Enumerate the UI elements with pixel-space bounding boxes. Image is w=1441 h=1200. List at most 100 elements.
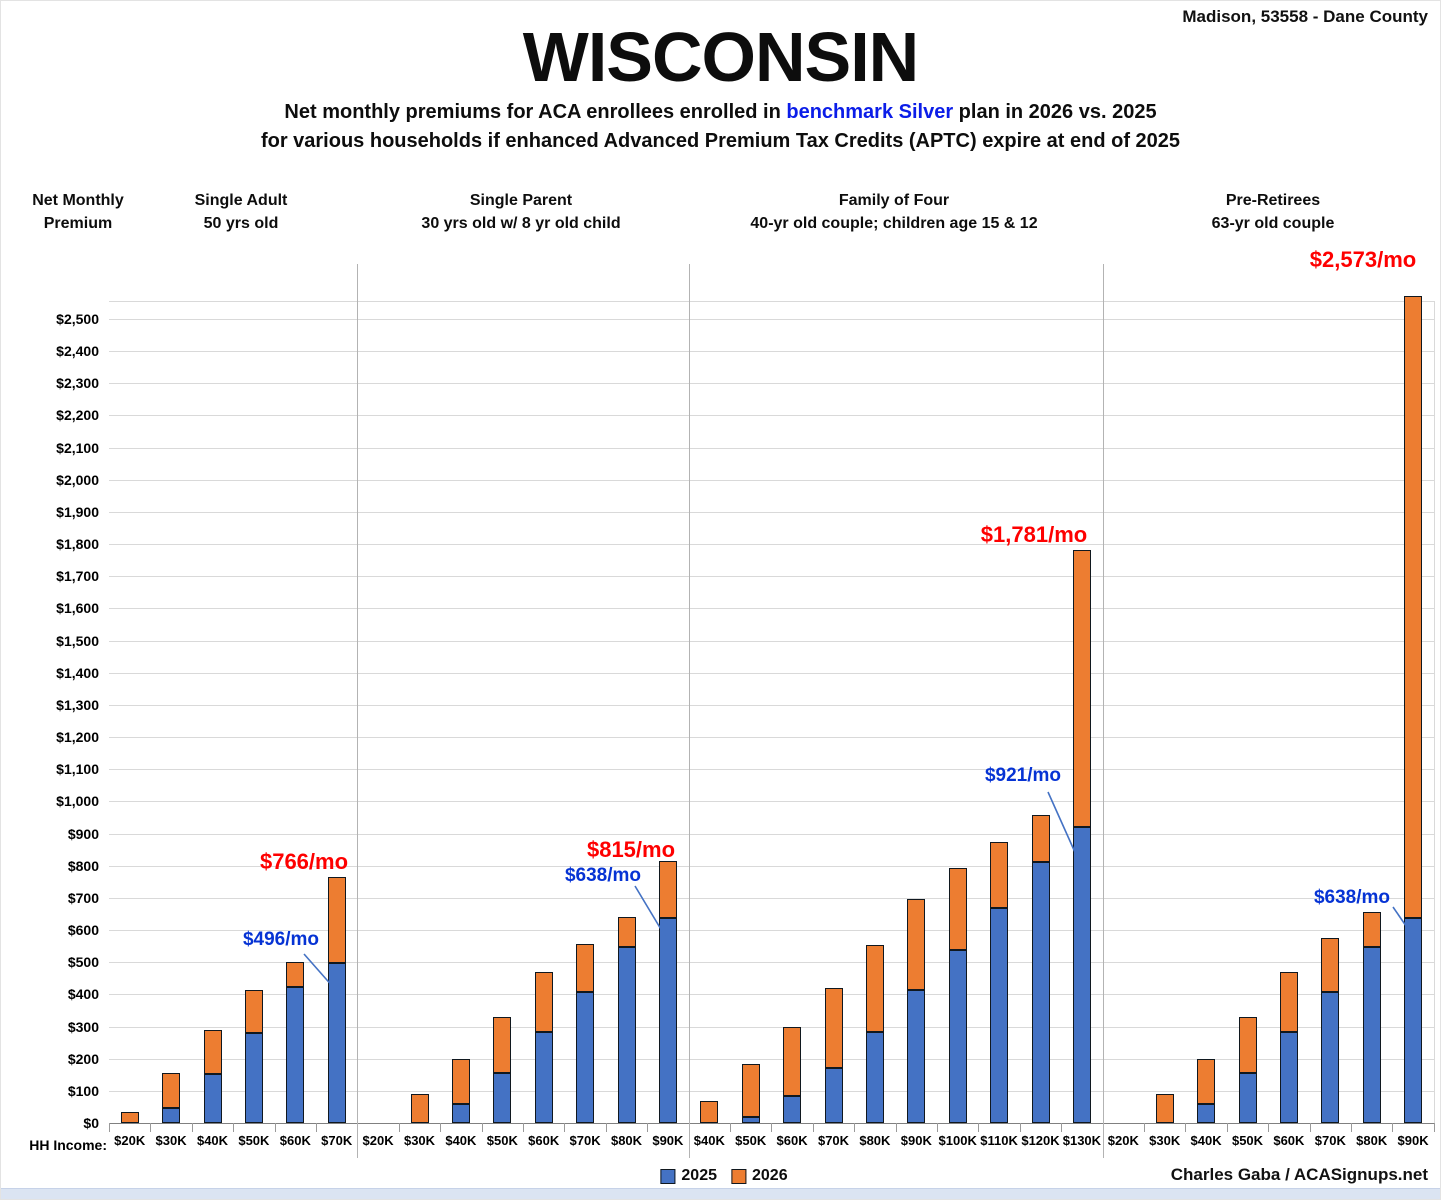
x-tick-label: $60K [528,1133,560,1148]
gridline-800 [109,865,1434,867]
bar-2025-segment [162,1107,181,1123]
bar-2026-segment [1362,911,1381,947]
location-label: Madison, 53558 - Dane County [1182,7,1428,26]
group-separator-2 [688,264,690,1158]
group-header-2: Family of Four 40-yr old couple; children… [750,189,1037,235]
bar-2025-segment [741,1117,760,1123]
axis-tick [647,1123,649,1132]
y-tick-label: $1,100 [56,761,99,778]
axis-tick [1019,1123,1021,1132]
gridline-2100 [109,447,1434,449]
gridline-1000 [109,801,1434,803]
subtitle-line2: for various households if enhanced Advan… [260,130,1181,152]
axis-tick [564,1123,566,1132]
axis-tick [978,1123,980,1132]
x-tick-label: $20K [114,1133,146,1148]
x-tick-label: $30K [1149,1133,1181,1148]
axis-tick [1061,1123,1063,1132]
x-tick-label: $40K [196,1133,229,1148]
axis-tick [1144,1123,1145,1132]
x-tick-label: $80K [1356,1133,1388,1148]
gridline-2200 [109,415,1434,417]
bar-2026-segment [658,860,677,918]
annotation-blue-1: $496/mo [242,929,320,950]
bar-2026-segment [534,971,553,1032]
y-tick-label: $300 [67,1018,99,1035]
group-title: Family of Four [838,192,950,209]
gridline-2500 [109,319,1434,320]
bar-2025-segment [244,1032,263,1123]
bar-2026-segment [907,898,926,990]
bar-2026-segment [576,944,595,992]
y-tick-label: $800 [67,857,99,874]
group-title: Single Parent [469,192,573,209]
axis-tick [274,1123,276,1132]
gridline-1100 [109,769,1434,771]
x-tick-label: $130K [1062,1133,1102,1148]
bar-2026-segment [865,945,884,1032]
x-tick-label: $20K [1107,1133,1139,1148]
gridline-700 [109,897,1434,899]
group-header-1: Single Parent 30 yrs old w/ 8 yr old chil… [421,189,620,235]
axis-tick [109,1123,110,1132]
bar-2026-segment [1197,1059,1216,1105]
annotation-red-2: $815/mo [586,837,676,862]
x-axis-title: HH Income: [29,1137,107,1153]
x-tick-label: $30K [155,1133,187,1148]
y-tick-label: $2,400 [56,343,99,360]
gridline-2400 [109,351,1434,353]
bar-2026-segment [824,987,843,1069]
y-tick-label: $700 [67,889,99,906]
x-tick-label: $80K [610,1133,643,1148]
x-tick-label: $70K [817,1133,850,1148]
x-tick-label: $60K [279,1133,311,1148]
y-tick-label: $1,400 [56,664,99,681]
annotation-red-0: $766/mo [259,849,349,874]
gridline-1800 [109,544,1434,546]
x-tick-label: $80K [859,1133,891,1148]
bar-2025-segment [658,917,677,1123]
bar-2025-segment [865,1031,884,1123]
subtitle-highlight: benchmark Silver [786,101,954,123]
gridline-900 [109,833,1434,835]
axis-tick [1309,1123,1311,1132]
axis-tick [150,1123,152,1132]
y-tick-label: $2,000 [56,471,99,488]
group-header-0: Single Adult 50 yrs old [195,189,288,235]
bar-2026-segment [244,989,263,1033]
bar-2026-segment [1072,550,1091,827]
x-tick-label: $90K [900,1133,932,1148]
annotation-red-4: $1,781/mo [980,522,1088,547]
legend-label: 2026 [752,1167,788,1184]
axis-tick [440,1123,442,1132]
bar-2026-segment [1279,972,1298,1032]
legend-swatch-2026 [731,1168,746,1184]
y-tick-label: $500 [67,954,99,971]
bar-2026-segment [990,841,1009,909]
group-subtitle: 30 yrs old w/ 8 yr old child [421,215,621,232]
bar-2026-segment [1031,814,1050,862]
x-tick-label: $110K [980,1133,1018,1148]
gridline-1300 [109,704,1434,706]
footer-strip [1,1188,1440,1199]
y-tick-label: $1,000 [56,793,99,810]
y-tick-label: $400 [67,986,99,1003]
group-header-3: Pre-Retirees 63-yr old couple [1212,189,1335,235]
bar-2025-segment [990,908,1009,1123]
annotation-blue-7: $638/mo [1313,887,1391,908]
bar-2026-segment [741,1064,760,1118]
bar-2025-segment [1072,826,1091,1123]
y-tick-label: $2,200 [56,407,99,424]
bar-2026-segment [700,1101,719,1123]
bar-2025-segment [1321,991,1340,1123]
y-axis-title-line1: Net Monthly [32,192,124,209]
bar-2025-segment [1238,1073,1257,1123]
credit-label: Charles Gaba / ACASignups.net [1170,1165,1428,1184]
bar-2026-segment [493,1016,512,1074]
plot-right-border [1433,301,1435,1123]
axis-tick [1268,1123,1270,1132]
gridline-500 [109,962,1434,964]
group-separator-1 [357,264,359,1158]
x-tick-label: $90K [652,1133,684,1148]
